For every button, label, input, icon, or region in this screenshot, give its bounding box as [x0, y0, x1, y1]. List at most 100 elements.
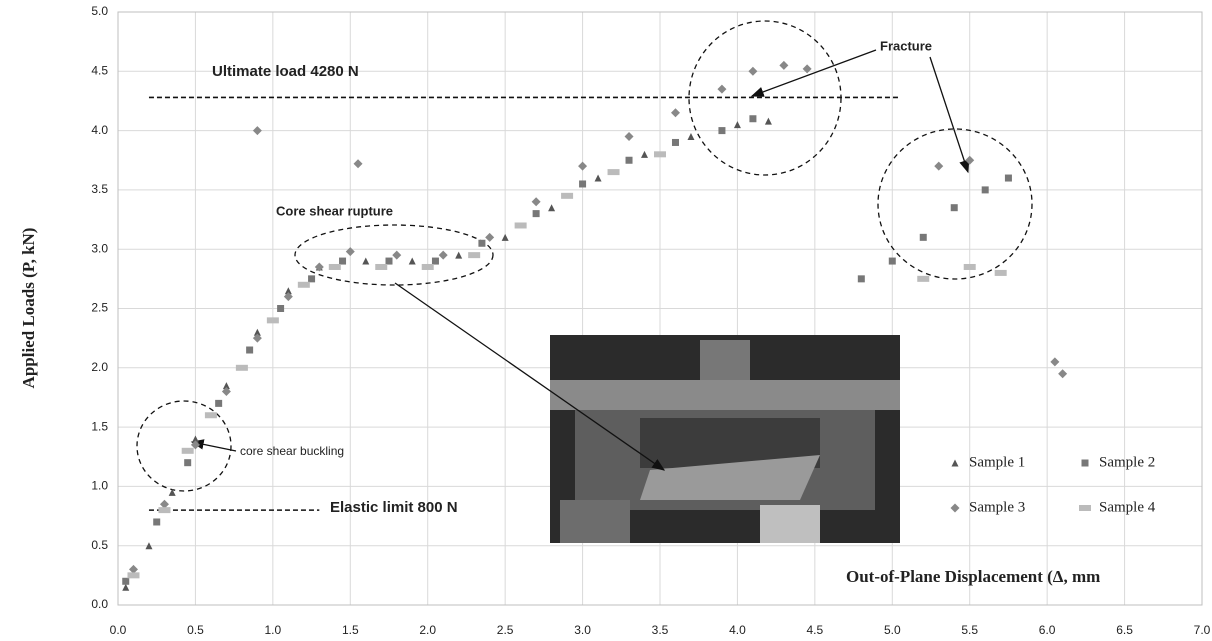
point — [158, 507, 170, 513]
point — [671, 108, 680, 117]
point — [578, 162, 587, 171]
x-tick-label: 7.0 — [1194, 623, 1211, 637]
legend-marker — [951, 504, 960, 513]
point — [965, 156, 974, 165]
point — [654, 151, 666, 157]
point — [608, 169, 620, 175]
point — [478, 240, 485, 247]
y-tick-label: 1.5 — [91, 419, 108, 433]
point — [422, 264, 434, 270]
point — [386, 258, 393, 265]
point — [222, 387, 231, 396]
point — [687, 133, 694, 140]
point — [1058, 369, 1067, 378]
point — [267, 317, 279, 323]
annotation: Elastic limit 800 N — [330, 499, 458, 516]
x-tick-label: 1.5 — [342, 623, 359, 637]
point — [432, 258, 439, 265]
y-tick-label: 4.0 — [91, 123, 108, 137]
point — [122, 578, 129, 585]
point — [308, 275, 315, 282]
point — [982, 186, 989, 193]
point — [734, 121, 741, 128]
point — [215, 400, 222, 407]
point — [205, 412, 217, 418]
x-tick-label: 5.0 — [884, 623, 901, 637]
photo-inset — [550, 335, 900, 543]
annotation: Ultimate load 4280 N — [212, 63, 359, 80]
point — [439, 251, 448, 260]
point — [184, 459, 191, 466]
point — [533, 210, 540, 217]
point — [548, 204, 555, 211]
x-tick-label: 3.0 — [574, 623, 591, 637]
point — [995, 270, 1007, 276]
x-tick-label: 0.5 — [187, 623, 204, 637]
point — [392, 251, 401, 260]
y-tick-label: 4.5 — [91, 63, 108, 77]
annotation: core shear buckling — [240, 444, 344, 458]
point — [339, 258, 346, 265]
point — [246, 347, 253, 354]
point — [409, 258, 416, 265]
point — [672, 139, 679, 146]
x-tick-label: 6.5 — [1116, 623, 1133, 637]
point — [485, 233, 494, 242]
point — [277, 305, 284, 312]
point — [626, 157, 633, 164]
point — [362, 258, 369, 265]
x-tick-label: 2.0 — [419, 623, 436, 637]
point — [803, 64, 812, 73]
chart: Ultimate load 4280 N Elastic limit 800 N… — [0, 0, 1212, 641]
legend-label: Sample 3 — [969, 499, 1025, 515]
point — [718, 127, 725, 134]
point — [920, 234, 927, 241]
point — [532, 197, 541, 206]
point — [641, 151, 648, 158]
x-tick-label: 1.0 — [265, 623, 282, 637]
point — [717, 85, 726, 94]
point — [625, 132, 634, 141]
point — [765, 118, 772, 125]
x-tick-label: 3.5 — [652, 623, 669, 637]
legend-marker — [952, 460, 959, 467]
point — [354, 159, 363, 168]
point — [515, 222, 527, 228]
y-tick-label: 0.5 — [91, 538, 108, 552]
point — [253, 126, 262, 135]
legend-label: Sample 1 — [969, 454, 1025, 470]
point — [284, 292, 293, 301]
x-tick-label: 2.5 — [497, 623, 514, 637]
point — [329, 264, 341, 270]
point — [749, 115, 756, 122]
y-axis-label: Applied Loads (P, kN) — [19, 228, 38, 389]
point — [951, 204, 958, 211]
point — [858, 275, 865, 282]
point — [889, 258, 896, 265]
x-tick-label: 4.5 — [807, 623, 824, 637]
legend-marker — [1082, 460, 1089, 467]
annotation: Fracture — [880, 38, 932, 53]
point — [1050, 357, 1059, 366]
point — [127, 572, 139, 578]
y-tick-label: 3.0 — [91, 241, 108, 255]
point — [375, 264, 387, 270]
point — [253, 334, 262, 343]
point — [964, 264, 976, 270]
x-tick-label: 0.0 — [110, 623, 127, 637]
legend-marker — [1079, 505, 1091, 511]
y-tick-label: 3.5 — [91, 182, 108, 196]
point — [595, 175, 602, 182]
point — [502, 234, 509, 241]
point — [153, 518, 160, 525]
point — [561, 193, 573, 199]
y-tick-label: 1.0 — [91, 479, 108, 493]
annotation: Core shear rupture — [276, 203, 393, 218]
y-tick-label: 2.0 — [91, 360, 108, 374]
point — [579, 180, 586, 187]
point — [917, 276, 929, 282]
point — [346, 247, 355, 256]
legend-label: Sample 2 — [1099, 454, 1155, 470]
point — [236, 365, 248, 371]
y-tick-label: 2.5 — [91, 301, 108, 315]
